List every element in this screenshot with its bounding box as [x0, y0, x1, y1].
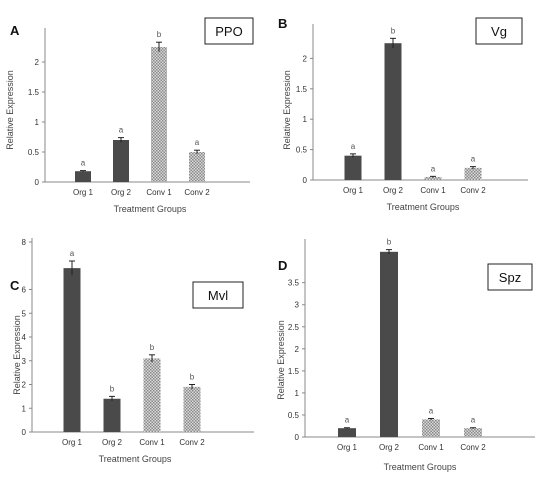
panel-a-y-tick-label: 0.5	[28, 148, 40, 157]
panel-c-y-axis-title: Relative Expression	[12, 315, 22, 395]
panel-d-y-tick-label: 0.5	[288, 411, 300, 420]
panel-c-bar	[103, 398, 121, 432]
panel-c-y-tick-label: 0	[22, 428, 27, 437]
panel-a-y-axis-title: Relative Expression	[5, 70, 15, 150]
panel-d-bar	[380, 251, 398, 437]
panel-a-significance-label: b	[157, 30, 162, 39]
panel-a-y-tick-label: 1.5	[28, 88, 40, 97]
panel-c-gene-label: Mvl	[208, 288, 228, 303]
panel-b-y-tick-label: 0.5	[296, 146, 308, 155]
panel-d-category-label: Conv 2	[460, 443, 486, 452]
panel-d-significance-label: a	[471, 416, 476, 425]
panel-a-letter: A	[10, 23, 20, 38]
panel-c-significance-label: b	[190, 373, 195, 382]
panel-c-y-tick-label: 2	[22, 381, 27, 390]
panel-d-y-tick-label: 1	[295, 389, 300, 398]
panel-b-category-label: Conv 1	[420, 186, 446, 195]
panel-c-y-tick-label: 4	[22, 333, 27, 342]
panel-c-gene-box	[192, 281, 244, 309]
panel-a-y-tick-label: 0	[35, 178, 40, 187]
panel-c-significance-label: b	[150, 343, 155, 352]
panel-b-x-axis-title: Treatment Groups	[387, 202, 460, 212]
panel-d-significance-label: a	[429, 406, 434, 415]
panel-c-category-label: Conv 2	[179, 438, 205, 447]
panel-d-x-axis-title: Treatment Groups	[384, 462, 457, 472]
panel-c-letter: C	[10, 278, 20, 293]
panel-b-letter: B	[278, 16, 287, 31]
panel-a-significance-label: a	[119, 126, 124, 135]
panel-d-y-tick-label: 3	[295, 301, 300, 310]
panel-a-y-tick-label: 1	[35, 118, 40, 127]
panel-c-category-label: Conv 1	[139, 438, 165, 447]
panel-b-bar	[424, 176, 442, 180]
panel-c-significance-label: a	[70, 249, 75, 258]
panel-d-category-label: Org 1	[337, 443, 358, 452]
panel-c-category-label: Org 1	[62, 438, 83, 447]
panel-b-bar	[384, 43, 402, 181]
panel-b-category-label: Org 1	[343, 186, 364, 195]
panel-a-category-label: Conv 2	[184, 188, 210, 197]
panel-d-bar	[422, 419, 440, 437]
panel-d-significance-label: a	[345, 416, 350, 425]
panel-d-y-tick-label: 2.5	[288, 323, 300, 332]
panel-d-significance-label: b	[387, 238, 392, 247]
panel-d-gene-box	[487, 263, 533, 291]
panel-a-bar	[113, 140, 129, 182]
panel-a-significance-label: a	[81, 159, 86, 168]
panel-b-bar	[464, 167, 482, 180]
panel-c-y-tick-label: 6	[22, 286, 27, 295]
panel-b-significance-label: a	[471, 155, 476, 164]
panel-b-y-tick-label: 1	[303, 115, 308, 124]
panel-b-category-label: Org 2	[383, 186, 404, 195]
panel-b-y-axis-title: Relative Expression	[282, 70, 292, 150]
panel-a-category-label: Org 2	[111, 188, 132, 197]
panel-a-gene-label: PPO	[215, 24, 242, 39]
panel-d-category-label: Org 2	[379, 443, 400, 452]
panel-c-y-tick-label: 5	[22, 309, 27, 318]
panel-a-bar	[151, 47, 167, 182]
panel-b-y-tick-label: 2	[303, 54, 308, 63]
panel-c-bar	[183, 386, 201, 432]
panel-a-x-axis-title: Treatment Groups	[114, 204, 187, 214]
panel-d-gene-label: Spz	[499, 270, 521, 285]
panel-d-y-tick-label: 2	[295, 345, 300, 354]
panel-c-y-tick-label: 8	[22, 238, 27, 247]
panel-a-significance-label: a	[195, 138, 200, 147]
panel-d-letter: D	[278, 258, 287, 273]
panel-d-bar	[338, 428, 356, 437]
panel-b-significance-label: a	[431, 164, 436, 173]
panel-b-significance-label: a	[351, 142, 356, 151]
panel-d-y-axis-title: Relative Expression	[276, 320, 286, 400]
panel-a-bar	[189, 152, 205, 182]
panel-a-gene-box	[204, 17, 254, 45]
panel-c-x-axis-title: Treatment Groups	[99, 454, 172, 464]
panel-d-y-tick-label: 1.5	[288, 367, 300, 376]
panel-d-category-label: Conv 1	[418, 443, 444, 452]
panel-b-bar	[344, 155, 362, 180]
panel-b-gene-box	[475, 17, 523, 45]
panel-c-bar	[143, 358, 161, 432]
panel-d-bar	[464, 428, 482, 437]
panel-b-y-tick-label: 1.5	[296, 85, 308, 94]
panel-a-category-label: Org 1	[73, 188, 94, 197]
panel-c-bar	[63, 268, 81, 432]
panel-b-y-tick-label: 0	[303, 176, 308, 185]
panel-b-gene-label: Vg	[491, 24, 507, 39]
panel-a-bar	[75, 171, 91, 182]
panel-c-category-label: Org 2	[102, 438, 123, 447]
panel-a-category-label: Conv 1	[146, 188, 172, 197]
panel-c-y-tick-label: 1	[22, 404, 27, 413]
panel-b-significance-label: b	[391, 26, 396, 35]
panel-c-significance-label: b	[110, 384, 115, 393]
panel-b-category-label: Conv 2	[460, 186, 486, 195]
panel-d-y-tick-label: 0	[295, 433, 300, 442]
panel-a-y-tick-label: 2	[35, 58, 40, 67]
panel-d-y-tick-label: 3.5	[288, 279, 300, 288]
panel-c-y-tick-label: 3	[22, 357, 27, 366]
